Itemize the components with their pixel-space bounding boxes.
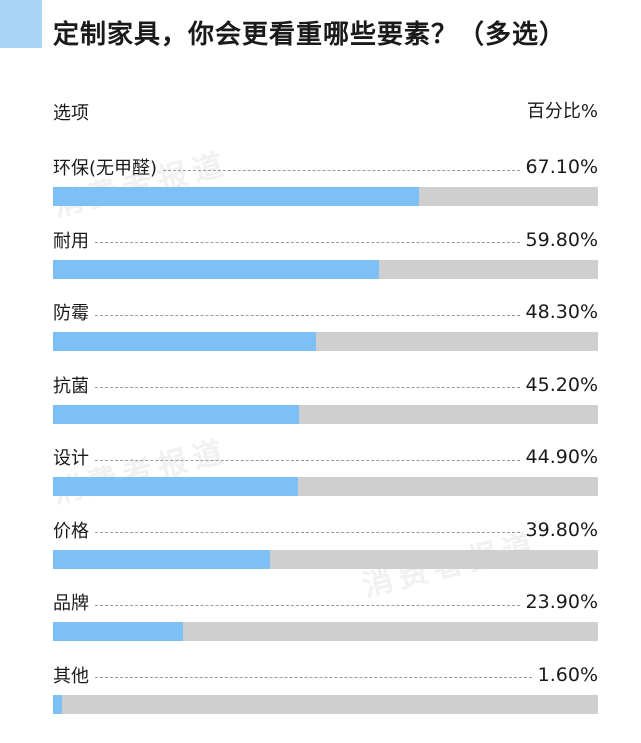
- category-label: 价格: [53, 520, 89, 542]
- bar-row: 设计 44.90%: [53, 442, 598, 502]
- bar-row-header: 价格 39.80%: [53, 515, 598, 545]
- leader-dots: [95, 604, 520, 606]
- value-label: 45.20%: [525, 373, 598, 396]
- category-label: 设计: [53, 448, 89, 469]
- leader-dots: [95, 242, 520, 243]
- value-label: 1.60%: [537, 663, 598, 686]
- category-label: 防霉: [53, 303, 89, 324]
- value-label: 67.10%: [525, 156, 598, 178]
- bar-row: 耐用 59.80%: [53, 225, 598, 285]
- percent-column-header: 百分比%: [526, 101, 598, 122]
- bar-track: [53, 694, 598, 714]
- leader-dots: [95, 314, 520, 316]
- bar-row-header: 设计 44.90%: [53, 442, 598, 472]
- bar-track: [53, 622, 598, 641]
- bar-fill: [53, 694, 62, 714]
- leader-dots: [95, 387, 520, 388]
- title-marker: [0, 0, 42, 48]
- bar-fill: [53, 622, 184, 641]
- bar-fill: [53, 259, 379, 279]
- category-label: 环保(无甲醛): [53, 158, 158, 179]
- bar-row: 品牌 23.90%: [53, 587, 598, 647]
- bar-row: 抗菌 45.20%: [53, 370, 598, 430]
- bar-row-header: 环保(无甲醛) 67.10%: [53, 152, 598, 182]
- bar-row: 环保(无甲醛) 67.10%: [53, 152, 598, 212]
- bar-track: [53, 332, 598, 351]
- option-column-header: 选项: [53, 103, 89, 124]
- leader-dots: [95, 532, 520, 533]
- value-label: 48.30%: [525, 301, 598, 323]
- bar-track: [53, 404, 598, 424]
- bar-fill: [53, 187, 419, 206]
- category-label: 耐用: [53, 230, 89, 252]
- value-label: 44.90%: [525, 446, 598, 468]
- bar-row-header: 防霉 48.30%: [53, 297, 598, 327]
- bar-fill: [53, 404, 300, 424]
- bar-row: 防霉 48.30%: [53, 297, 598, 357]
- value-label: 39.80%: [525, 518, 598, 541]
- bar-row-header: 其他 1.60%: [53, 660, 598, 690]
- value-label: 59.80%: [525, 228, 598, 251]
- bar-row: 价格 39.80%: [53, 515, 598, 575]
- bar-row: 其他 1.60%: [53, 660, 598, 720]
- bar-row-header: 品牌 23.90%: [53, 587, 598, 617]
- leader-dots: [163, 169, 520, 171]
- category-label: 其他: [53, 665, 89, 687]
- bar-track: [53, 549, 598, 569]
- bar-track: [53, 477, 598, 496]
- bar-fill: [53, 477, 298, 496]
- bar-fill: [53, 332, 317, 351]
- leader-dots: [95, 459, 520, 461]
- bar-fill: [53, 549, 270, 569]
- bar-row-header: 耐用 59.80%: [53, 225, 598, 255]
- leader-dots: [95, 677, 532, 678]
- bar-track: [53, 187, 598, 206]
- bar-track: [53, 259, 598, 279]
- chart-title: 定制家具，你会更看重哪些要素？（多选）: [53, 20, 567, 50]
- category-label: 品牌: [53, 593, 89, 614]
- category-label: 抗菌: [53, 375, 89, 397]
- bar-row-header: 抗菌 45.20%: [53, 370, 598, 400]
- value-label: 23.90%: [525, 591, 598, 613]
